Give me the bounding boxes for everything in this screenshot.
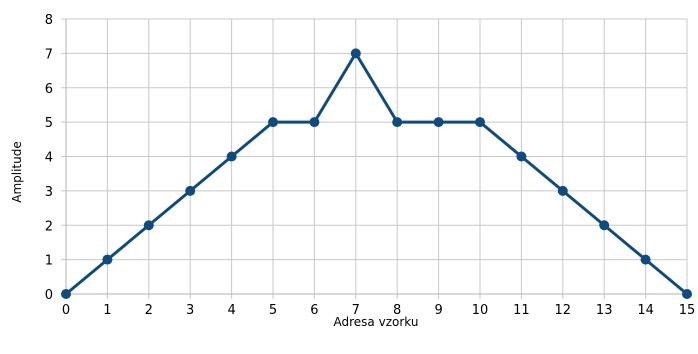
y-axis-label: Amplitude [10,141,24,203]
x-tick-label: 8 [393,303,401,318]
data-point [143,220,154,231]
x-tick-label: 7 [352,303,360,318]
data-point [557,185,568,196]
y-tick-label: 3 [45,185,53,200]
data-point [226,151,237,162]
data-point [268,117,278,128]
x-tick-label: 6 [310,303,318,318]
y-tick-label: 7 [45,47,53,62]
data-point [309,117,320,128]
data-point [185,185,196,196]
x-tick-label: 5 [269,303,277,318]
data-point [682,289,692,299]
y-tick-label: 2 [45,219,53,234]
data-point [392,117,403,128]
y-tick-labels: 0 1 2 3 4 5 6 7 8 [45,13,53,303]
data-point [516,151,527,162]
axes [65,19,687,295]
x-tick-label: 12 [555,303,572,318]
x-tick-labels: 0 1 2 3 4 5 6 7 8 9 10 11 12 13 14 15 [62,303,695,318]
data-point [640,254,651,265]
grid [61,18,688,299]
y-tick-label: 6 [45,82,53,97]
y-tick-label: 5 [45,116,53,131]
data-point [433,117,444,128]
x-tick-label: 3 [186,303,194,318]
y-tick-label: 0 [45,288,53,303]
data-point [475,117,485,128]
x-tick-label: 14 [637,303,654,318]
data-point [350,48,361,59]
x-tick-label: 1 [103,303,111,318]
series-line [65,51,688,296]
x-tick-label: 4 [227,303,235,318]
x-tick-label: 2 [145,303,153,318]
x-tick-label: 15 [679,303,696,318]
x-tick-label: 11 [513,303,530,318]
y-tick-label: 4 [45,151,53,166]
series-group [61,48,692,299]
y-tick-label: 1 [45,254,53,269]
y-tick-label: 8 [45,13,53,28]
data-point [61,289,71,299]
x-tick-label: 0 [62,303,70,318]
data-point [102,254,113,265]
data-point [599,220,610,231]
x-tick-label: 13 [596,303,613,318]
x-tick-label: 9 [434,303,442,318]
x-axis-label: Adresa vzorku [334,315,419,329]
x-tick-label: 10 [472,303,489,318]
